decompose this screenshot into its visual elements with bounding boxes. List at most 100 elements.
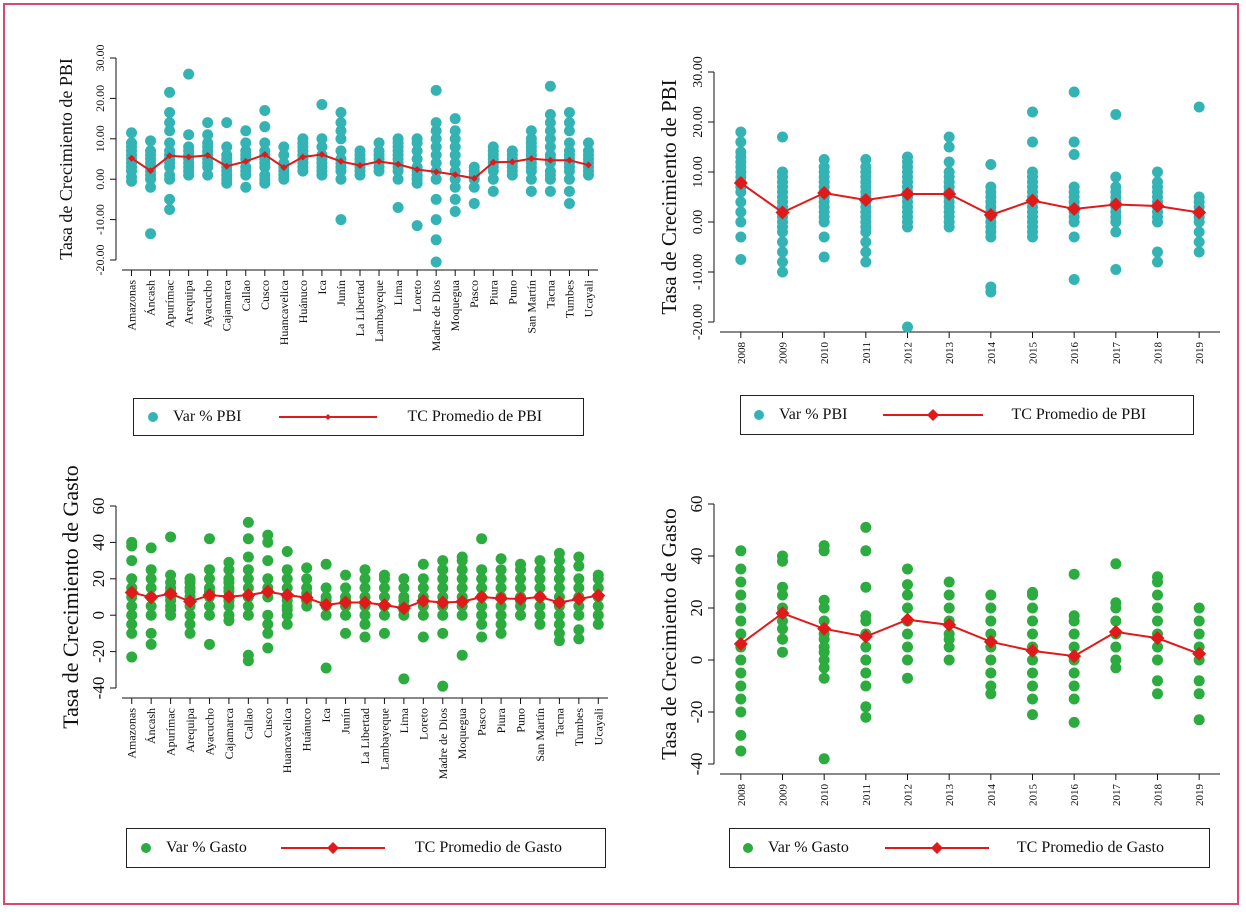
scatter-point — [476, 600, 488, 612]
average-marker — [396, 601, 411, 616]
scatter-point — [411, 133, 423, 145]
average-marker — [147, 167, 155, 175]
scatter-point — [242, 573, 254, 585]
scatter-point — [553, 573, 565, 585]
scatter-point — [985, 281, 997, 293]
legend-line-label: TC Promedio de PBI — [1011, 406, 1147, 423]
scatter-point — [818, 231, 830, 243]
scatter-point — [1110, 171, 1122, 183]
x-tick-label: Lima — [391, 279, 405, 305]
scatter-point — [259, 169, 271, 181]
x-tick-label: San Martín — [524, 280, 538, 334]
scatter-point — [359, 564, 371, 576]
scatter-point — [735, 545, 747, 557]
x-tick-label: Ayacucho — [201, 280, 215, 328]
scatter-point — [818, 602, 830, 614]
y-tick-label: 30.00 — [93, 45, 107, 72]
scatter-point — [449, 206, 461, 218]
scatter-point — [456, 609, 468, 621]
scatter-point — [476, 533, 488, 545]
scatter-point — [544, 149, 556, 161]
scatter-point — [902, 628, 913, 640]
teal-dot-icon — [148, 412, 158, 422]
scatter-point — [1193, 615, 1205, 627]
x-tick-label: Amazonas — [125, 708, 139, 759]
x-tick-label: 2009 — [778, 784, 790, 807]
scatter-point — [1152, 641, 1163, 653]
scatter-point — [335, 125, 347, 137]
scatter-point — [777, 633, 788, 645]
average-marker — [451, 171, 459, 179]
scatter-point — [184, 618, 196, 630]
scatter-point — [735, 729, 747, 741]
scatter-point — [1193, 628, 1205, 640]
average-marker — [185, 153, 193, 161]
scatter-point — [1027, 106, 1038, 118]
scatter-point — [430, 117, 442, 129]
average-marker — [571, 592, 586, 607]
scatter-point — [573, 624, 585, 636]
scatter-point — [411, 153, 423, 165]
scatter-point — [145, 582, 157, 594]
x-tick-label: Callao — [239, 280, 253, 311]
scatter-point — [1152, 571, 1163, 583]
scatter-point — [203, 533, 215, 545]
scatter-point — [1152, 675, 1163, 687]
average-line — [740, 612, 1200, 658]
legend-line-item: TC Promedio de Gasto — [884, 839, 1164, 857]
scatter-point — [449, 125, 461, 137]
x-tick-label: 2019 — [1194, 784, 1206, 807]
x-tick-label: Loreto — [416, 708, 430, 740]
average-marker — [413, 166, 421, 174]
scatter-point — [860, 610, 872, 622]
average-marker — [1067, 202, 1082, 216]
scatter-point — [320, 582, 332, 594]
x-tick-label: Madre de Dios — [436, 708, 450, 780]
y-axis-title: Tasa de Crecimiento de PBI — [56, 58, 76, 260]
scatter-point — [735, 680, 747, 692]
scatter-point — [203, 573, 215, 585]
x-tick-label: Junín — [339, 708, 353, 734]
scatter-point — [378, 591, 390, 603]
scatter-point — [281, 618, 293, 630]
legend-scatter-label: Var % Gasto — [166, 839, 247, 856]
scatter-point — [259, 137, 271, 149]
scatter-point — [145, 573, 157, 585]
scatter-point — [392, 173, 404, 185]
average-marker — [489, 158, 497, 166]
x-tick-label: 2018 — [1153, 784, 1165, 807]
scatter-point — [735, 693, 747, 705]
scatter-point — [281, 564, 293, 576]
scatter-point — [476, 573, 488, 585]
scatter-point — [818, 594, 830, 606]
legend-scatter-item: Var % PBI — [753, 406, 847, 424]
x-tick-label: Apurímac — [163, 280, 177, 328]
scatter-point — [902, 321, 913, 333]
scatter-point — [735, 602, 747, 614]
scatter-point — [495, 553, 507, 565]
scatter-point — [203, 638, 215, 650]
average-marker — [337, 157, 345, 165]
scatter-point — [1068, 136, 1080, 148]
scatter-point — [359, 582, 371, 594]
scatter-point — [203, 600, 215, 612]
scatter-point — [735, 216, 747, 228]
y-tick-label: 20.00 — [93, 85, 107, 112]
scatter-point — [534, 609, 546, 621]
scatter-point — [340, 569, 352, 581]
scatter-point — [456, 582, 468, 594]
scatter-point — [943, 628, 955, 640]
scatter-point — [1068, 568, 1080, 580]
scatter-point — [359, 573, 371, 585]
average-marker — [223, 162, 231, 170]
scatter-point — [262, 573, 274, 585]
chart-pbi-region: 30.00 20.00 10.00 0.00 -10.00 -20.00 Tasa de C… — [56, 45, 598, 351]
scatter-point — [456, 564, 468, 576]
scatter-point — [340, 627, 352, 639]
scatter-point — [985, 159, 997, 170]
scatter-point — [449, 133, 461, 145]
scatter-point — [126, 555, 138, 567]
scatter-point — [985, 688, 997, 700]
average-marker — [455, 594, 470, 609]
legend-line-item: TC Promedio de PBI — [279, 408, 542, 426]
